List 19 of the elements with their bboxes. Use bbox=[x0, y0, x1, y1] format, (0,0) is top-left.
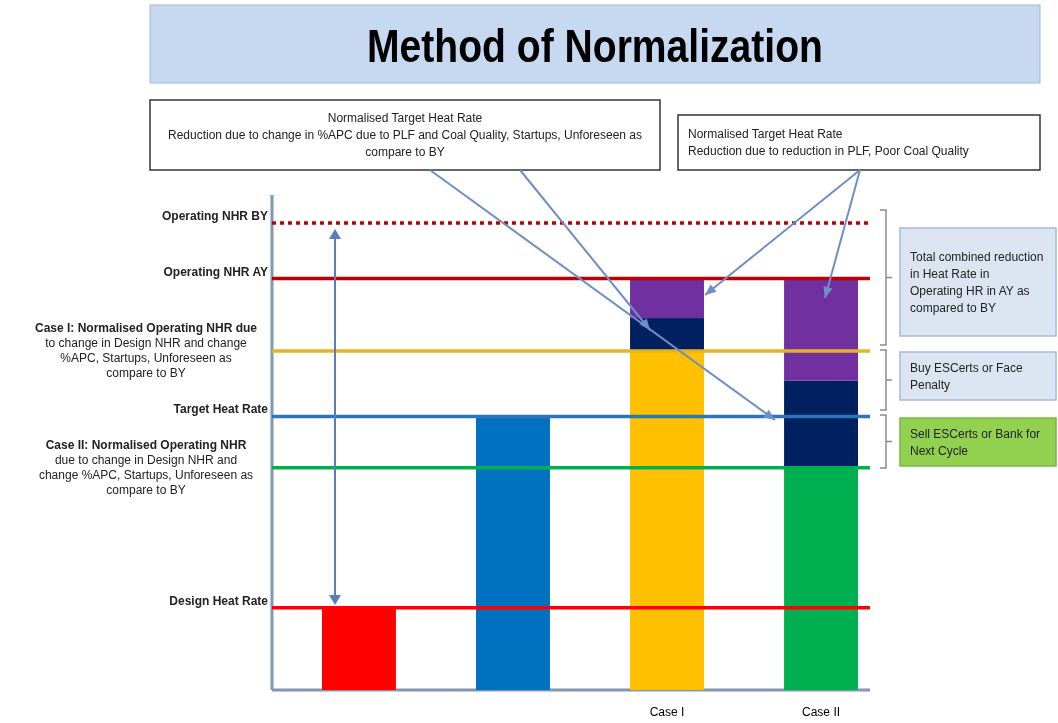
text: Normalised Target Heat Rate Reduction due to reduction in PLF, Poor Coal Quality bbox=[688, 127, 969, 158]
bar bbox=[784, 278, 858, 381]
ref-line-label: Target Heat Rate bbox=[173, 402, 269, 417]
x-tick-label: Case II bbox=[802, 705, 841, 720]
text: Normalised Target Heat Rate Reduction due to change in %APC due to PLF and Coal Quality, Startups, Unforeseen as compare to BY bbox=[167, 111, 643, 159]
bar bbox=[784, 380, 858, 468]
ref-line-label: Case I: Normalised Operating NHR due to change in Design NHR and change %APC, Startups, Unforeseen as compare to BY bbox=[34, 321, 258, 381]
text: Sell ESCerts or Bank for Next Cycle bbox=[910, 426, 1041, 458]
ref-line-label: Case II: Normalised Operating NHR due to change in Design NHR and change %APC, Startups, Unforeseen as compare to BY bbox=[38, 438, 254, 498]
ref-line-label: Operating NHR BY bbox=[161, 209, 268, 224]
ref-line-label: Design Heat Rate bbox=[169, 593, 269, 608]
text: Buy ESCerts or Face Penalty bbox=[910, 360, 1024, 392]
x-tick-label: Case I bbox=[649, 705, 685, 720]
bar bbox=[630, 278, 704, 319]
text: Total combined reduction in Heat Rate in Operating HR in AY as compared to BY bbox=[910, 249, 1044, 315]
chart-title: Method of Normalization bbox=[367, 19, 823, 72]
bar bbox=[630, 350, 704, 690]
ref-line-label: Operating NHR AY bbox=[163, 264, 268, 279]
bar bbox=[476, 416, 550, 690]
